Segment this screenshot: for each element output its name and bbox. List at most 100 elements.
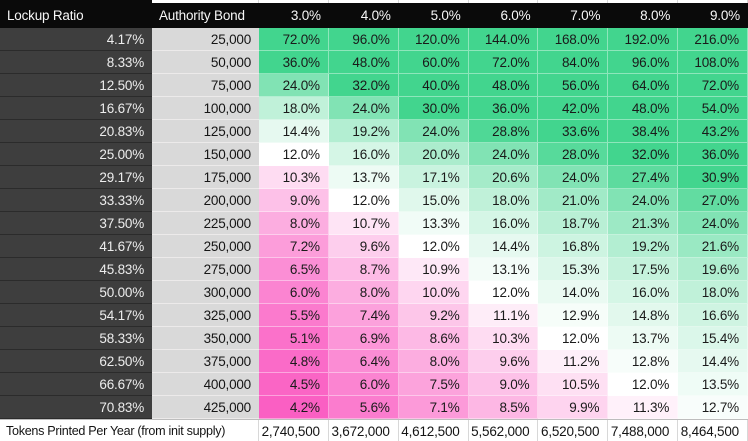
authority-bond-cell[interactable]: 25,000 [152,28,259,51]
grid-value-cell[interactable]: 18.0% [259,97,329,120]
grid-value-cell[interactable]: 33.6% [538,120,609,143]
grid-value-cell[interactable]: 10.0% [398,281,469,304]
grid-value-cell[interactable]: 18.7% [538,212,609,235]
footer-value-cell[interactable]: 6,520,500 [538,420,609,441]
authority-bond-cell[interactable]: 400,000 [152,373,259,396]
lockup-ratio-cell[interactable]: 33.33% [0,189,152,212]
footer-label[interactable]: Tokens Printed Per Year (from init suppl… [0,420,259,441]
grid-value-cell[interactable]: 64.0% [608,74,679,97]
grid-value-cell[interactable]: 13.7% [608,327,679,350]
grid-value-cell[interactable]: 16.8% [538,235,609,258]
grid-value-cell[interactable]: 30.0% [398,97,469,120]
grid-value-cell[interactable]: 9.0% [259,189,329,212]
grid-value-cell[interactable]: 11.2% [538,350,609,373]
grid-value-cell[interactable]: 21.6% [678,235,748,258]
grid-value-cell[interactable]: 12.9% [538,304,609,327]
grid-value-cell[interactable]: 72.0% [678,74,748,97]
col-header[interactable]: 8.0% [640,8,671,23]
grid-value-cell[interactable]: 14.4% [468,235,539,258]
lockup-ratio-cell[interactable]: 8.33% [0,51,152,74]
authority-bond-cell[interactable]: 250,000 [152,235,259,258]
grid-value-cell[interactable]: 10.3% [259,166,329,189]
grid-value-cell[interactable]: 14.4% [259,120,329,143]
grid-value-cell[interactable]: 10.9% [398,258,469,281]
grid-value-cell[interactable]: 12.7% [678,396,748,419]
grid-value-cell[interactable]: 15.4% [678,327,748,350]
grid-value-cell[interactable]: 10.7% [328,212,399,235]
grid-value-cell[interactable]: 216.0% [678,28,748,51]
grid-value-cell[interactable]: 11.1% [468,304,539,327]
grid-value-cell[interactable]: 12.0% [468,281,539,304]
authority-bond-cell[interactable]: 100,000 [152,97,259,120]
grid-value-cell[interactable]: 32.0% [328,74,399,97]
lockup-ratio-cell[interactable]: 12.50% [0,74,152,97]
grid-value-cell[interactable]: 4.2% [259,396,329,419]
grid-value-cell[interactable]: 12.0% [538,327,609,350]
grid-value-cell[interactable]: 96.0% [328,28,399,51]
grid-value-cell[interactable]: 36.0% [678,143,748,166]
grid-value-cell[interactable]: 9.0% [468,373,539,396]
grid-value-cell[interactable]: 14.8% [608,304,679,327]
grid-value-cell[interactable]: 12.0% [328,189,399,212]
grid-value-cell[interactable]: 24.0% [538,166,609,189]
col-header[interactable]: 5.0% [430,8,461,23]
grid-value-cell[interactable]: 6.4% [328,350,399,373]
grid-value-cell[interactable]: 8.6% [398,327,469,350]
grid-value-cell[interactable]: 40.0% [398,74,469,97]
grid-value-cell[interactable]: 24.0% [608,189,679,212]
grid-value-cell[interactable]: 15.3% [538,258,609,281]
grid-value-cell[interactable]: 13.5% [678,373,748,396]
authority-bond-cell[interactable]: 325,000 [152,304,259,327]
grid-value-cell[interactable]: 13.1% [468,258,539,281]
col-header[interactable]: 3.0% [290,8,321,23]
grid-value-cell[interactable]: 7.2% [259,235,329,258]
grid-value-cell[interactable]: 72.0% [259,28,329,51]
authority-bond-cell[interactable]: 350,000 [152,327,259,350]
authority-bond-cell[interactable]: 75,000 [152,74,259,97]
grid-value-cell[interactable]: 6.5% [259,258,329,281]
grid-value-cell[interactable]: 38.4% [608,120,679,143]
grid-value-cell[interactable]: 30.9% [678,166,748,189]
grid-value-cell[interactable]: 108.0% [678,51,748,74]
grid-value-cell[interactable]: 28.8% [468,120,539,143]
col-header[interactable]: 4.0% [360,8,391,23]
lockup-ratio-cell[interactable]: 50.00% [0,281,152,304]
grid-value-cell[interactable]: 168.0% [538,28,609,51]
grid-value-cell[interactable]: 8.0% [259,212,329,235]
lockup-ratio-cell[interactable]: 70.83% [0,396,152,419]
grid-value-cell[interactable]: 19.2% [328,120,399,143]
grid-value-cell[interactable]: 9.9% [538,396,609,419]
grid-value-cell[interactable]: 84.0% [538,51,609,74]
grid-value-cell[interactable]: 15.0% [398,189,469,212]
grid-value-cell[interactable]: 54.0% [678,97,748,120]
grid-value-cell[interactable]: 7.5% [398,373,469,396]
lockup-ratio-cell[interactable]: 20.83% [0,120,152,143]
grid-value-cell[interactable]: 13.7% [328,166,399,189]
authority-bond-cell[interactable]: 225,000 [152,212,259,235]
grid-value-cell[interactable]: 10.3% [468,327,539,350]
grid-value-cell[interactable]: 5.1% [259,327,329,350]
grid-value-cell[interactable]: 27.0% [678,189,748,212]
footer-value-cell[interactable]: 5,562,000 [469,420,539,441]
grid-value-cell[interactable]: 8.0% [398,350,469,373]
footer-value-cell[interactable]: 4,612,500 [399,420,469,441]
grid-value-cell[interactable]: 6.0% [259,281,329,304]
grid-value-cell[interactable]: 6.9% [328,327,399,350]
grid-value-cell[interactable]: 32.0% [608,143,679,166]
grid-value-cell[interactable]: 48.0% [608,97,679,120]
lockup-ratio-cell[interactable]: 16.67% [0,97,152,120]
grid-value-cell[interactable]: 72.0% [468,51,539,74]
footer-value-cell[interactable]: 8,464,500 [678,420,748,441]
grid-value-cell[interactable]: 17.5% [608,258,679,281]
lockup-ratio-cell[interactable]: 4.17% [0,28,152,51]
lockup-ratio-cell[interactable]: 58.33% [0,327,152,350]
grid-value-cell[interactable]: 16.0% [608,281,679,304]
footer-value-cell[interactable]: 3,672,000 [329,420,399,441]
lockup-ratio-cell[interactable]: 41.67% [0,235,152,258]
grid-value-cell[interactable]: 36.0% [259,51,329,74]
grid-value-cell[interactable]: 20.0% [398,143,469,166]
grid-value-cell[interactable]: 10.5% [538,373,609,396]
grid-value-cell[interactable]: 7.1% [398,396,469,419]
grid-value-cell[interactable]: 4.5% [259,373,329,396]
authority-bond-cell[interactable]: 275,000 [152,258,259,281]
